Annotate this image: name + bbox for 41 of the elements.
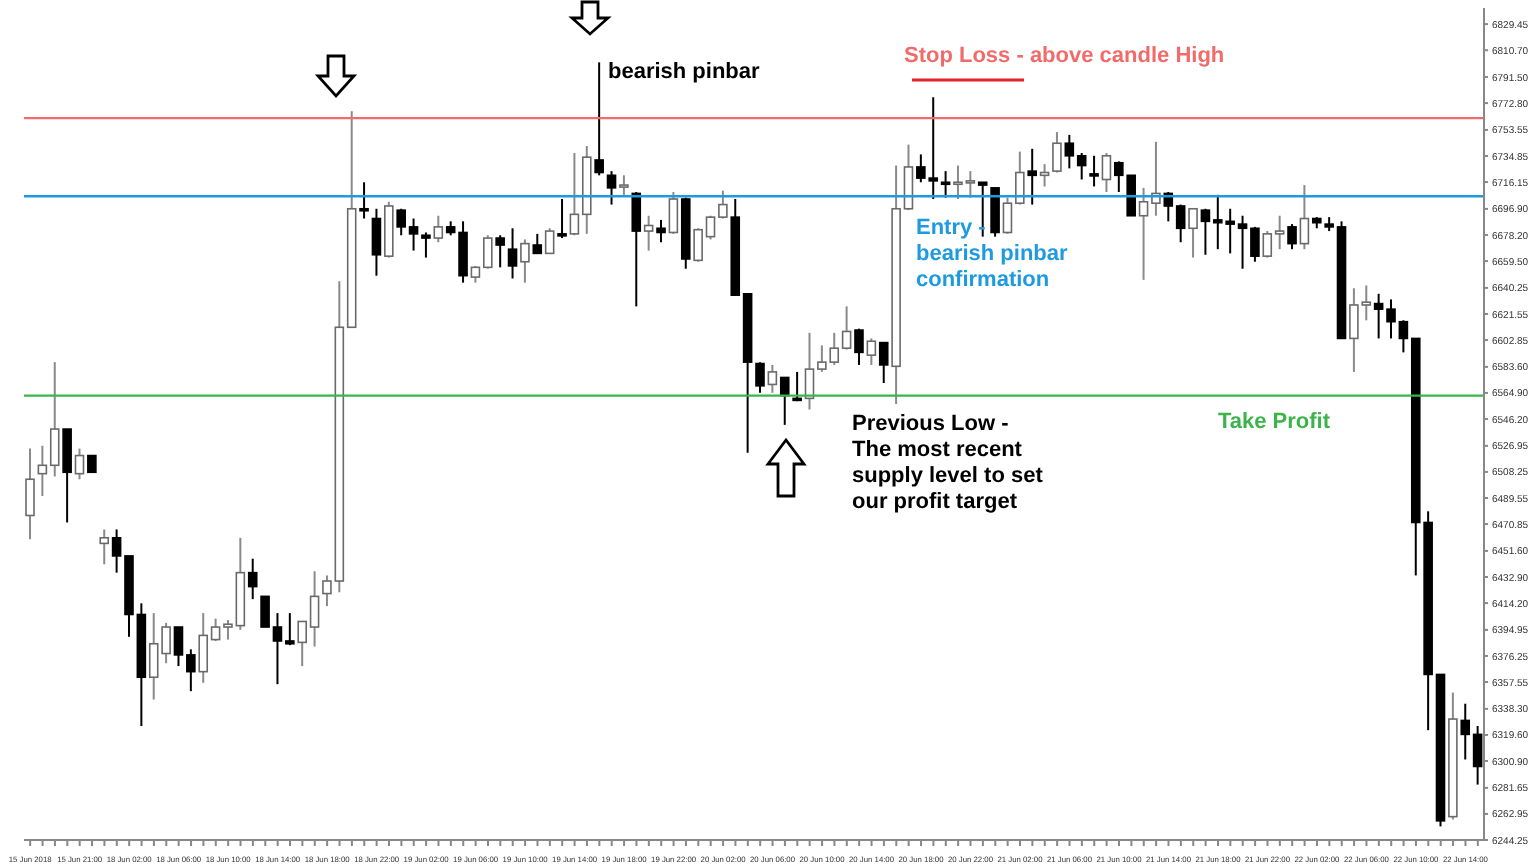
candlestick (359, 181, 369, 220)
candlestick (1027, 147, 1037, 206)
candlestick (247, 557, 258, 601)
candlestick (755, 361, 765, 394)
candlestick (1089, 154, 1099, 188)
candlestick (866, 337, 877, 366)
candlestick (74, 447, 85, 481)
candlestick (990, 186, 1000, 238)
candlestick (619, 174, 629, 196)
candlestick (371, 207, 382, 277)
candlestick (792, 370, 802, 403)
candlestick (1052, 131, 1062, 174)
candlestick (779, 376, 790, 426)
candlestick (656, 218, 666, 244)
candlestick (520, 238, 530, 284)
candlestick (532, 232, 543, 255)
candlestick (1039, 163, 1050, 188)
candlestick (495, 234, 505, 269)
candlestick (1287, 223, 1297, 251)
candlestick (544, 227, 555, 255)
candlestick (1299, 184, 1310, 251)
candlestick (643, 214, 654, 252)
candlestick (878, 341, 889, 385)
candlestick (631, 191, 642, 308)
candlestick (1188, 207, 1198, 259)
candlestick (606, 170, 617, 206)
candlestick (557, 198, 567, 240)
candlestick (507, 227, 518, 280)
candlestick (433, 214, 444, 244)
candlestick (854, 327, 864, 366)
ref-line-label: Take Profit (1218, 410, 1331, 436)
candlestick (668, 191, 679, 235)
annotation: Previous Low - The most recent supply level to set our profit target (852, 412, 1043, 516)
candlestick (767, 363, 778, 394)
annotation: bearish pinbar (608, 60, 760, 86)
ref-line-label: Stop Loss - above candle High (904, 44, 1225, 70)
candlestick (99, 528, 110, 566)
candlestick (25, 447, 35, 541)
candlestick (62, 428, 72, 524)
candlestick (1101, 152, 1112, 194)
candlestick (594, 61, 604, 177)
